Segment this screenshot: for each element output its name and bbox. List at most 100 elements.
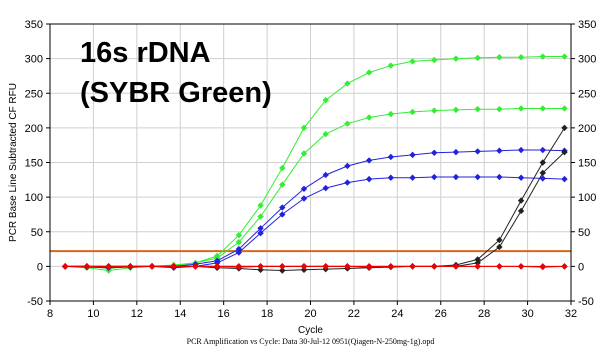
data-point [235,249,243,256]
data-point [279,263,286,270]
data-point [300,185,308,193]
data-point [344,80,351,87]
data-point [539,159,546,166]
data-point [474,148,481,155]
x-tick-label: 24 [391,308,403,320]
data-point [409,108,416,116]
data-point [322,184,329,192]
data-point [539,263,546,271]
data-point [431,149,438,157]
data-point [387,263,395,270]
data-point [365,114,373,121]
data-point [322,263,329,270]
data-point [561,175,568,183]
x-tick-label: 30 [521,308,533,320]
data-point [344,263,351,270]
data-point [474,259,481,267]
y-tick-label-right: 150 [578,158,596,170]
data-point [452,55,460,62]
y-tick-label-right: 350 [578,19,596,31]
data-point [105,263,112,271]
data-point [561,105,568,112]
data-point [517,197,525,204]
x-tick-label: 12 [131,308,143,320]
x-tick-label: 8 [47,308,53,320]
data-point [300,266,308,274]
data-point [344,162,351,170]
data-point [496,236,503,244]
data-point [431,56,438,64]
data-point [279,181,286,188]
axis-ticks: 8 10 12 14 16 18 20 22 24 26 28 30 32-50 -500 050 50100… [25,19,597,320]
data-point [148,263,156,270]
chart-title-line-1: 16s rDNA [80,37,211,69]
data-point [431,173,438,181]
data-point [409,58,416,65]
y-tick-label-right: 50 [578,227,590,239]
data-point [279,164,286,172]
data-point [257,213,264,220]
data-point [235,232,243,239]
y-tick-label-right: 250 [578,88,596,100]
x-tick-label: 22 [348,308,360,320]
data-point [452,173,460,181]
data-point [496,263,503,270]
data-point [431,263,438,270]
x-tick-label: 20 [304,308,316,320]
y-tick-label-left: -50 [27,296,43,308]
data-point [257,229,264,237]
data-point [431,107,438,114]
data-point [344,179,351,186]
data-point [387,110,395,118]
data-point [539,175,546,182]
data-point [474,173,481,181]
data-point [496,243,503,251]
y-tick-label-right: 200 [578,123,596,135]
data-point [83,263,91,270]
data-point [561,124,568,132]
data-point [496,54,503,61]
data-point [322,130,329,138]
data-point [300,150,308,157]
data-point [561,263,568,270]
x-tick-label: 18 [261,308,273,320]
data-point [409,174,416,181]
data-point [496,173,503,181]
data-point [539,146,546,154]
data-point [452,148,460,156]
data-point [279,211,286,218]
x-tick-label: 28 [478,308,490,320]
data-point [300,195,308,202]
data-point [517,174,525,181]
data-point [257,202,264,209]
footer-caption: PCR Amplification vs Cycle: Data 30-Jul-… [187,337,435,346]
data-point [561,148,568,156]
x-tick-label: 32 [565,308,577,320]
series-layer [61,53,568,274]
x-tick-label: 10 [87,308,99,320]
y-axis-label: PCR Base Line Subtracted CF RFU [8,83,19,242]
data-point [496,147,503,154]
y-tick-label-right: 0 [578,261,584,273]
data-point [517,105,525,112]
y-tick-label-right: -50 [578,296,594,308]
y-tick-label-left: 50 [31,227,43,239]
data-point [474,105,481,113]
data-point [517,146,525,154]
data-point [235,238,243,246]
data-point [517,263,525,270]
x-axis-label: Cycle [298,325,323,336]
data-point [279,267,286,274]
y-tick-label-left: 200 [25,123,43,135]
y-tick-label-left: 0 [37,261,43,273]
data-point [365,263,373,271]
data-point [387,62,395,69]
data-point [300,263,308,270]
data-point [387,174,395,181]
data-point [344,120,351,127]
data-point [409,263,416,270]
data-point [365,175,373,183]
x-tick-label: 26 [435,308,447,320]
data-point [322,96,329,104]
